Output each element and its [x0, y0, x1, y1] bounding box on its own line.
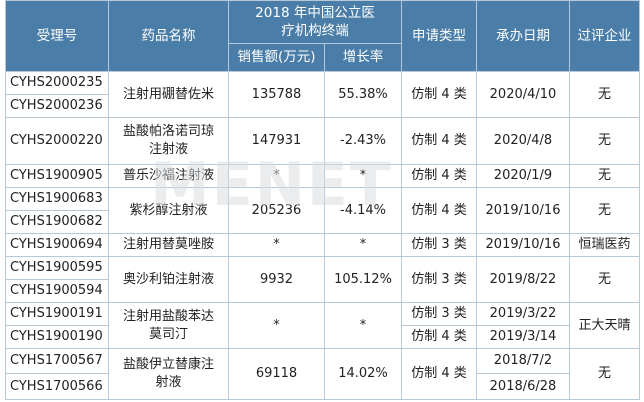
drug-name-cell: 盐酸伊立替康注射液: [108, 348, 229, 400]
growth-cell: -4.14%: [324, 187, 402, 234]
type-cell: 仿制 4 类: [401, 117, 477, 165]
growth-cell: *: [324, 233, 402, 257]
id-cell: CYHS1900683: [5, 187, 109, 211]
header-passed: 过评企业: [569, 0, 640, 72]
type-cell: 仿制 4 类: [401, 164, 477, 188]
type-cell: 仿制 4 类: [401, 325, 477, 349]
sales-cell: *: [228, 164, 325, 188]
drug-application-table: 受理号 药品名称 2018 年中国公立医疗机构终端 销售额(万元) 增长率 申请…: [5, 0, 640, 400]
passed-cell: 无: [569, 117, 640, 165]
date-cell: 2020/4/10: [476, 71, 570, 118]
passed-cell: 恒瑞医药: [569, 233, 640, 257]
sales-cell: 135788: [228, 71, 325, 118]
date-cell: 2019/10/16: [476, 233, 570, 257]
id-cell: CYHS1900594: [5, 279, 109, 303]
sales-cell: 147931: [228, 117, 325, 165]
growth-cell: *: [324, 164, 402, 188]
date-cell: 2019/10/16: [476, 187, 570, 234]
passed-cell: 无: [569, 164, 640, 188]
drug-name-cell: 注射用盐酸苯达莫司汀: [108, 302, 229, 349]
header-sales: 销售额(万元): [228, 43, 325, 72]
id-cell: CYHS1900694: [5, 233, 109, 257]
id-cell: CYHS2000236: [5, 94, 109, 118]
header-id: 受理号: [5, 0, 109, 72]
type-cell: 仿制 4 类: [401, 71, 477, 118]
growth-cell: *: [324, 302, 402, 349]
passed-cell: 无: [569, 187, 640, 234]
type-cell: 仿制 3 类: [401, 256, 477, 303]
drug-name-cell: 注射用替莫唑胺: [108, 233, 229, 257]
type-cell: 仿制 3 类: [401, 233, 477, 257]
header-date: 承办日期: [476, 0, 570, 72]
sales-cell: 69118: [228, 348, 325, 400]
growth-cell: 55.38%: [324, 71, 402, 118]
id-cell: CYHS1900682: [5, 210, 109, 234]
id-cell: CYHS1900191: [5, 302, 109, 326]
id-cell: CYHS1900905: [5, 164, 109, 188]
date-cell: 2019/8/22: [476, 256, 570, 303]
header-drug: 药品名称: [108, 0, 229, 72]
id-cell: CYHS1900190: [5, 325, 109, 349]
passed-cell: 无: [569, 348, 640, 400]
drug-name-cell: 普乐沙福注射液: [108, 164, 229, 188]
id-cell: CYHS1700566: [5, 373, 109, 400]
header-growth: 增长率: [324, 43, 402, 72]
sales-cell: 205236: [228, 187, 325, 234]
type-cell: 仿制 4 类: [401, 348, 477, 400]
header-market-group: 2018 年中国公立医疗机构终端: [228, 0, 402, 44]
drug-name-cell: 注射用硼替佐米: [108, 71, 229, 118]
date-cell: 2019/3/22: [476, 302, 570, 326]
growth-cell: 105.12%: [324, 256, 402, 303]
id-cell: CYHS1700567: [5, 348, 109, 374]
growth-cell: -2.43%: [324, 117, 402, 165]
id-cell: CYHS2000235: [5, 71, 109, 95]
date-cell: 2020/4/8: [476, 117, 570, 165]
sales-cell: *: [228, 233, 325, 257]
growth-cell: 14.02%: [324, 348, 402, 400]
type-cell: 仿制 4 类: [401, 187, 477, 234]
id-cell: CYHS2000220: [5, 117, 109, 165]
drug-name-cell: 奥沙利铂注射液: [108, 256, 229, 303]
date-cell: 2020/1/9: [476, 164, 570, 188]
sales-cell: 9932: [228, 256, 325, 303]
date-cell: 2019/3/14: [476, 325, 570, 349]
passed-cell: 无: [569, 256, 640, 303]
passed-cell: 无: [569, 71, 640, 118]
passed-cell: 正大天晴: [569, 302, 640, 349]
drug-name-cell: 盐酸帕洛诺司琼注射液: [108, 117, 229, 165]
date-cell: 2018/7/2: [476, 348, 570, 374]
id-cell: CYHS1900595: [5, 256, 109, 280]
drug-name-cell: 紫杉醇注射液: [108, 187, 229, 234]
sales-cell: *: [228, 302, 325, 349]
type-cell: 仿制 3 类: [401, 302, 477, 326]
header-type: 申请类型: [401, 0, 477, 72]
date-cell: 2018/6/28: [476, 373, 570, 400]
